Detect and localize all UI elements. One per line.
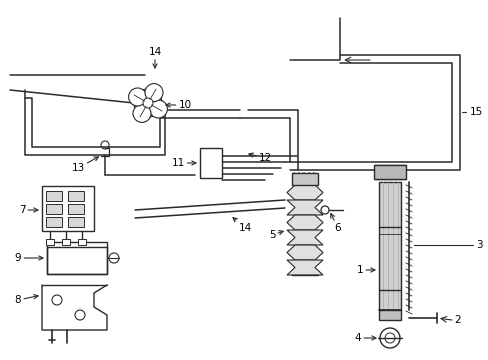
Bar <box>68 217 84 227</box>
Text: 9: 9 <box>15 253 43 263</box>
Circle shape <box>320 206 328 214</box>
Text: 12: 12 <box>248 153 271 163</box>
Circle shape <box>142 98 153 108</box>
Polygon shape <box>286 245 323 260</box>
Text: 4: 4 <box>354 333 375 343</box>
Bar <box>78 239 86 245</box>
Bar <box>62 239 70 245</box>
Circle shape <box>133 104 151 122</box>
Text: 14: 14 <box>148 47 162 68</box>
Polygon shape <box>286 260 323 275</box>
Bar <box>68 204 84 214</box>
Bar <box>378 182 400 310</box>
Text: 13: 13 <box>71 157 98 173</box>
Text: 10: 10 <box>166 100 191 110</box>
Text: 7: 7 <box>19 205 38 215</box>
Text: 2: 2 <box>453 315 460 325</box>
Bar <box>42 186 94 231</box>
Circle shape <box>128 88 146 106</box>
Text: 15: 15 <box>469 107 482 117</box>
Text: 11: 11 <box>171 158 196 168</box>
Text: 3: 3 <box>475 240 482 250</box>
Bar <box>46 191 62 201</box>
Text: 6: 6 <box>330 213 341 233</box>
Circle shape <box>149 100 167 118</box>
Polygon shape <box>286 185 323 200</box>
Text: 5: 5 <box>268 230 283 240</box>
Polygon shape <box>286 215 323 230</box>
Text: 1: 1 <box>356 265 374 275</box>
Text: 8: 8 <box>15 294 38 305</box>
Bar <box>46 217 62 227</box>
Circle shape <box>145 84 163 102</box>
Bar <box>373 165 405 179</box>
Bar <box>378 310 400 320</box>
Bar <box>46 204 62 214</box>
Text: 14: 14 <box>233 218 251 233</box>
Bar <box>46 239 54 245</box>
Circle shape <box>134 89 162 117</box>
Bar <box>68 191 84 201</box>
Bar <box>291 173 317 185</box>
Bar <box>200 148 222 178</box>
Bar <box>47 242 107 274</box>
Polygon shape <box>286 200 323 215</box>
Polygon shape <box>286 230 323 245</box>
